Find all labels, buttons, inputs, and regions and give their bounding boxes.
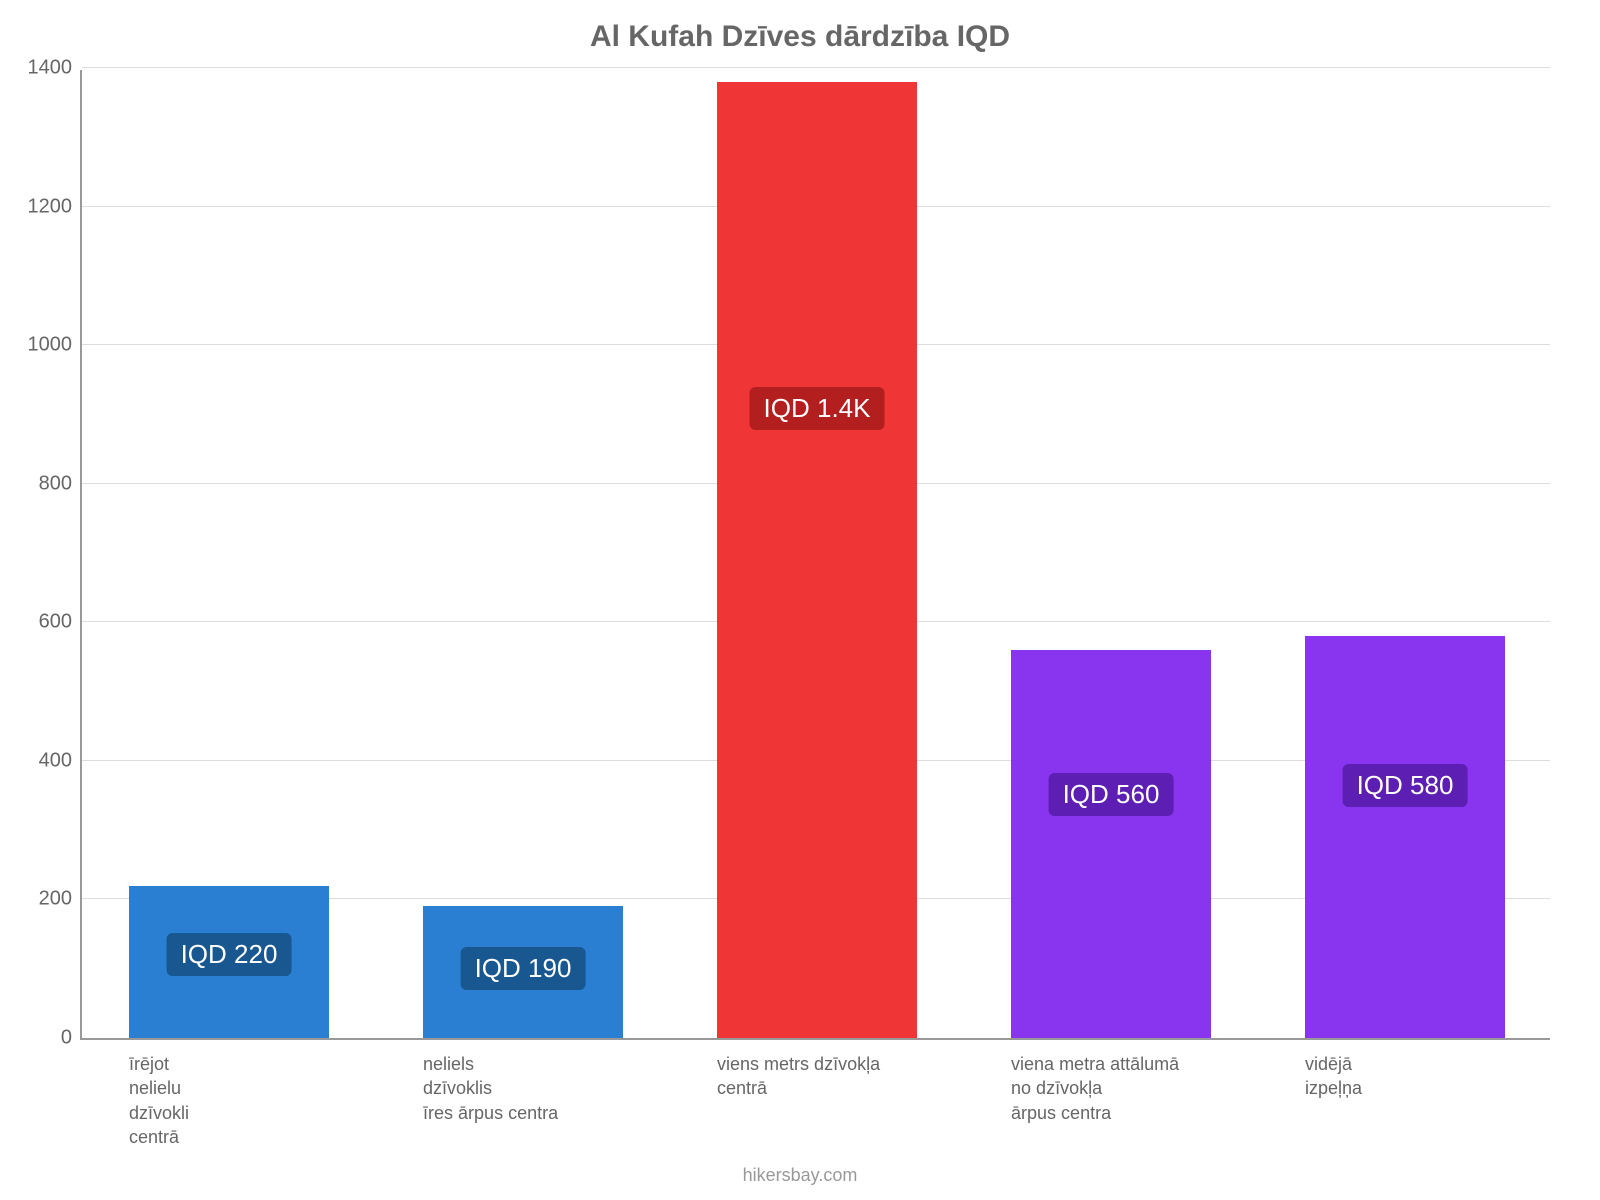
y-tick-label: 800 [39, 472, 82, 495]
bar [1011, 650, 1211, 1038]
x-category-label-line: īres ārpus centra [423, 1101, 702, 1125]
bar [717, 82, 917, 1038]
y-tick-label: 1400 [28, 57, 83, 80]
x-category-label: viena metra attālumāno dzīvokļaārpus cen… [1011, 1038, 1290, 1125]
value-badge: IQD 1.4K [750, 387, 885, 430]
y-tick-label: 1000 [28, 334, 83, 357]
value-badge: IQD 580 [1343, 764, 1468, 807]
x-category-label: vidējāizpeļņa [1305, 1038, 1584, 1101]
chart-container: Al Kufah Dzīves dārdzība IQD 02004006008… [0, 0, 1600, 1200]
x-category-label: īrējotnelieludzīvoklicentrā [129, 1038, 408, 1149]
x-category-label-line: no dzīvokļa [1011, 1076, 1290, 1100]
x-category-label-line: dzīvoklis [423, 1076, 702, 1100]
value-badge: IQD 560 [1049, 773, 1174, 816]
value-badge: IQD 190 [461, 947, 586, 990]
x-category-label-line: viens metrs dzīvokļa [717, 1052, 996, 1076]
x-category-label-line: īrējot [129, 1052, 408, 1076]
y-tick-label: 1200 [28, 195, 83, 218]
x-category-label-line: viena metra attālumā [1011, 1052, 1290, 1076]
x-category-label-line: izpeļņa [1305, 1076, 1584, 1100]
x-category-label: nelielsdzīvoklisīres ārpus centra [423, 1038, 702, 1125]
bar [1305, 636, 1505, 1038]
x-category-label-line: centrā [717, 1076, 996, 1100]
x-category-label-line: nelielu [129, 1076, 408, 1100]
x-category-label-line: vidējā [1305, 1052, 1584, 1076]
x-category-label-line: ārpus centra [1011, 1101, 1290, 1125]
x-category-label-line: centrā [129, 1125, 408, 1149]
x-category-label: viens metrs dzīvokļacentrā [717, 1038, 996, 1101]
chart-title: Al Kufah Dzīves dārdzība IQD [0, 20, 1600, 54]
footer-credit: hikersbay.com [0, 1165, 1600, 1186]
x-category-label-line: neliels [423, 1052, 702, 1076]
y-tick-label: 400 [39, 749, 82, 772]
value-badge: IQD 220 [167, 933, 292, 976]
x-category-label-line: dzīvokli [129, 1101, 408, 1125]
y-tick-label: 600 [39, 611, 82, 634]
plot-area: 0200400600800100012001400IQD 220īrējotne… [80, 70, 1550, 1040]
y-tick-label: 0 [61, 1027, 82, 1050]
y-tick-label: 200 [39, 888, 82, 911]
gridline [82, 67, 1550, 68]
